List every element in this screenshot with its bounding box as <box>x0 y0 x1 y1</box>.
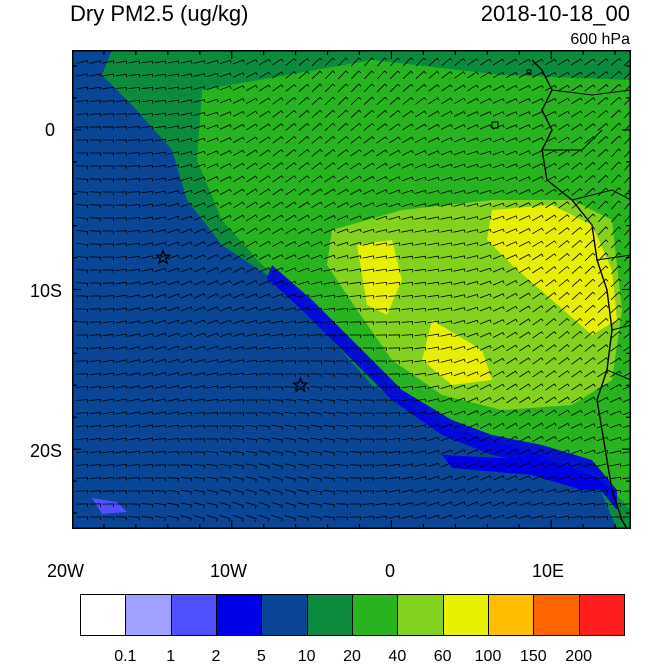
colorbar-label: 1 <box>166 648 176 665</box>
x-tick-label: 0 <box>385 561 396 581</box>
x-tick-label: 20W <box>47 561 85 581</box>
colorbar-label: 5 <box>256 648 266 665</box>
colorbar-label: 2 <box>211 648 221 665</box>
pressure-level-label: 600 hPa <box>570 31 630 48</box>
colorbar-swatch <box>352 594 399 636</box>
x-tick-label: 10W <box>210 561 248 581</box>
map-title: Dry PM2.5 (ug/kg) <box>70 1 249 26</box>
colorbar-swatch <box>442 594 489 636</box>
colorbar-swatch <box>533 594 580 636</box>
colorbar-swatch <box>397 594 444 636</box>
colorbar-swatch <box>261 594 308 636</box>
colorbar-label: 200 <box>565 648 593 665</box>
colorbar-label: 100 <box>474 648 502 665</box>
colorbar-swatch <box>306 594 353 636</box>
map-datetime: 2018-10-18_00 <box>480 1 630 26</box>
colorbar-swatch <box>125 594 172 636</box>
colorbar-label: 10 <box>297 648 316 665</box>
colorbar-label: 20 <box>343 648 361 665</box>
map-canvas <box>72 50 631 529</box>
colorbar-swatch <box>578 594 625 636</box>
colorbar-swatch <box>216 594 263 636</box>
colorbar-swatch <box>488 594 535 636</box>
colorbar-label: 40 <box>388 648 407 665</box>
y-tick-label: 10S <box>30 281 63 301</box>
star-marker <box>154 248 172 265</box>
colorbar-swatch <box>170 594 217 636</box>
y-tick-label: 0 <box>45 120 56 140</box>
wind-barbs <box>76 57 631 522</box>
colorbar-label: 60 <box>433 648 452 665</box>
colorbar-swatch <box>80 594 127 636</box>
map-panel <box>72 50 631 529</box>
colorbar-label: 0.1 <box>114 648 137 665</box>
star-marker <box>291 376 309 393</box>
y-tick-label: 20S <box>30 441 63 461</box>
colorbar-label: 150 <box>519 648 547 665</box>
colorbar <box>80 594 625 636</box>
x-tick-label: 10E <box>532 561 565 581</box>
